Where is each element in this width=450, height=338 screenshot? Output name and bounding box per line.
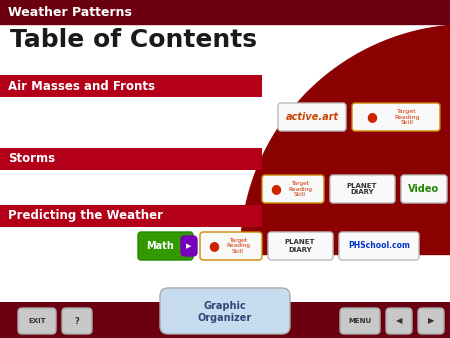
FancyBboxPatch shape: [62, 308, 92, 334]
Text: MENU: MENU: [348, 318, 372, 324]
Text: PLANET
DIARY: PLANET DIARY: [285, 240, 315, 252]
Text: ◀: ◀: [396, 316, 402, 325]
Text: Storms: Storms: [8, 152, 55, 166]
Text: Predicting the Weather: Predicting the Weather: [8, 210, 163, 222]
Text: Math: Math: [146, 241, 174, 251]
Text: Target
Reading
Skill: Target Reading Skill: [394, 109, 420, 125]
FancyBboxPatch shape: [262, 175, 324, 203]
Text: ●: ●: [367, 111, 378, 123]
FancyBboxPatch shape: [386, 308, 412, 334]
FancyBboxPatch shape: [352, 103, 440, 131]
FancyBboxPatch shape: [330, 175, 395, 203]
FancyBboxPatch shape: [268, 232, 333, 260]
FancyBboxPatch shape: [278, 103, 346, 131]
Text: Graphic
Organizer: Graphic Organizer: [198, 301, 252, 323]
FancyBboxPatch shape: [138, 232, 193, 260]
Text: active.art: active.art: [285, 112, 338, 122]
FancyBboxPatch shape: [418, 308, 444, 334]
Text: Weather Patterns: Weather Patterns: [8, 5, 132, 19]
Text: PHSchool.com: PHSchool.com: [348, 241, 410, 250]
Bar: [0, 75, 262, 97]
Text: EXIT: EXIT: [28, 318, 46, 324]
Text: ●: ●: [270, 183, 281, 195]
Text: Air Masses and Fronts: Air Masses and Fronts: [8, 79, 155, 93]
Text: ▶: ▶: [186, 243, 192, 249]
Bar: [0, 302, 450, 338]
Bar: [0, 205, 262, 227]
Bar: [0, 0, 450, 24]
Text: Video: Video: [409, 184, 440, 194]
Text: Table of Contents: Table of Contents: [10, 28, 257, 52]
FancyBboxPatch shape: [401, 175, 447, 203]
FancyBboxPatch shape: [200, 232, 262, 260]
Text: ?: ?: [75, 316, 79, 325]
Text: ▶: ▶: [428, 316, 434, 325]
FancyBboxPatch shape: [181, 236, 197, 256]
Text: Target
Reading
Skill: Target Reading Skill: [288, 181, 312, 197]
FancyBboxPatch shape: [160, 288, 290, 334]
Bar: [0, 148, 262, 170]
FancyBboxPatch shape: [340, 308, 380, 334]
Text: ●: ●: [208, 240, 220, 252]
FancyBboxPatch shape: [339, 232, 419, 260]
Text: Target
Reading
Skill: Target Reading Skill: [226, 238, 250, 254]
FancyBboxPatch shape: [18, 308, 56, 334]
Text: PLANET
DIARY: PLANET DIARY: [347, 183, 377, 195]
